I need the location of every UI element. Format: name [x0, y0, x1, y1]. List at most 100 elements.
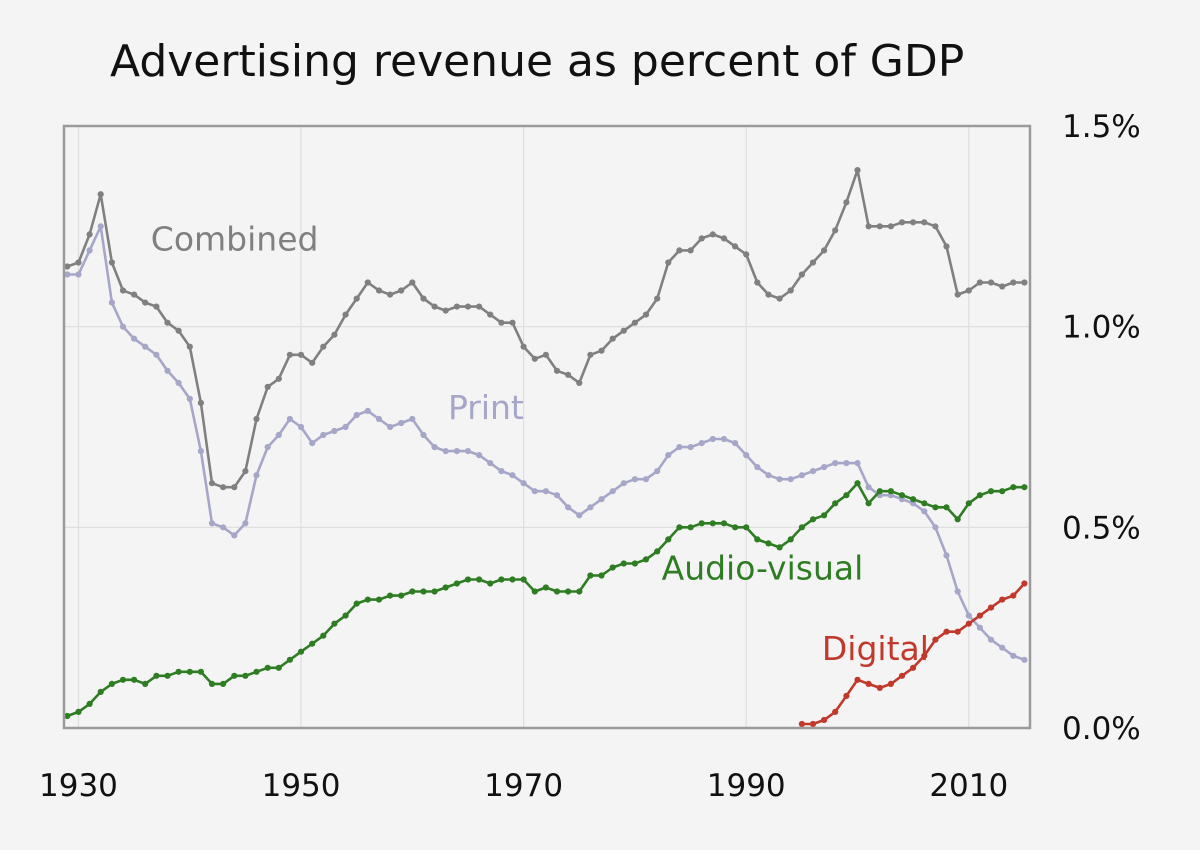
- data-point-print: [932, 524, 939, 531]
- data-point-audio-visual: [954, 516, 961, 523]
- data-point-audio-visual: [798, 524, 806, 531]
- data-point-combined: [297, 351, 305, 358]
- data-point-audio-visual: [698, 520, 705, 527]
- data-point-combined: [587, 351, 594, 358]
- data-point-print: [442, 448, 449, 455]
- data-point-print: [587, 504, 594, 511]
- data-point-print: [409, 415, 416, 423]
- data-point-print: [86, 247, 93, 254]
- data-point-audio-visual: [832, 500, 839, 507]
- data-point-print: [843, 460, 850, 467]
- data-point-combined: [999, 283, 1006, 290]
- data-point-digital: [876, 684, 883, 692]
- data-point-audio-visual: [987, 488, 995, 495]
- data-point-digital: [921, 652, 928, 659]
- data-point-combined: [453, 303, 460, 310]
- data-point-combined: [75, 259, 82, 266]
- data-point-combined: [954, 291, 961, 298]
- data-point-print: [821, 464, 828, 471]
- data-point-audio-visual: [353, 600, 360, 607]
- data-point-audio-visual: [709, 520, 716, 527]
- data-point-print: [375, 415, 383, 423]
- data-point-combined: [676, 247, 683, 254]
- data-point-print: [553, 492, 561, 499]
- data-point-audio-visual: [865, 500, 872, 507]
- series-label-print: Print: [448, 388, 524, 427]
- data-point-print: [999, 644, 1006, 651]
- data-point-print: [687, 444, 694, 451]
- data-point-combined: [976, 279, 984, 286]
- data-point-print: [676, 444, 683, 451]
- data-point-audio-visual: [631, 560, 639, 567]
- data-point-audio-visual: [1021, 484, 1028, 491]
- data-point-print: [331, 427, 338, 435]
- data-point-print: [297, 423, 305, 431]
- data-point-audio-visual: [509, 576, 516, 583]
- data-point-print: [153, 351, 160, 358]
- data-point-print: [97, 223, 104, 230]
- data-point-combined: [286, 351, 293, 358]
- data-point-audio-visual: [264, 664, 271, 671]
- chart-title: Advertising revenue as percent of GDP: [110, 36, 964, 87]
- data-point-combined: [565, 371, 572, 378]
- data-point-print: [353, 411, 360, 419]
- data-point-combined: [665, 259, 672, 266]
- data-point-print: [743, 452, 750, 459]
- data-point-audio-visual: [787, 536, 794, 543]
- data-point-digital: [809, 720, 817, 728]
- data-point-print: [119, 323, 127, 330]
- data-point-print: [220, 524, 227, 531]
- data-point-print: [976, 624, 984, 631]
- data-point-digital: [987, 604, 995, 611]
- data-point-audio-visual: [921, 500, 928, 507]
- data-point-audio-visual: [175, 668, 182, 675]
- data-point-audio-visual: [943, 504, 950, 511]
- data-point-combined: [431, 303, 438, 310]
- data-point-audio-visual: [309, 640, 316, 647]
- data-point-print: [798, 472, 806, 479]
- series-label-audio-visual: Audio-visual: [662, 549, 864, 588]
- data-point-audio-visual: [999, 488, 1006, 495]
- data-point-digital: [932, 636, 939, 643]
- data-point-audio-visual: [976, 492, 984, 499]
- data-point-print: [142, 343, 149, 350]
- data-point-audio-visual: [64, 712, 71, 720]
- data-point-combined: [732, 243, 739, 250]
- data-point-combined: [375, 287, 383, 294]
- data-point-combined: [108, 259, 115, 266]
- data-point-combined: [965, 287, 972, 294]
- data-point-digital: [832, 708, 839, 716]
- data-point-print: [64, 271, 71, 278]
- data-point-combined: [309, 359, 316, 366]
- data-point-audio-visual: [208, 680, 216, 688]
- data-point-print: [398, 419, 405, 427]
- x-axis-ticks: 1930 1950 1970 1990 2010: [39, 768, 1008, 804]
- data-point-print: [654, 468, 661, 475]
- data-point-print: [965, 612, 972, 619]
- data-point-combined: [164, 319, 171, 326]
- data-point-print: [787, 476, 794, 483]
- series-line-combined: [66, 168, 1026, 489]
- data-point-print: [453, 448, 460, 455]
- plot-area-frame: [62, 124, 1032, 730]
- data-point-audio-visual: [520, 576, 527, 583]
- data-point-digital: [954, 628, 961, 635]
- data-point-audio-visual: [932, 504, 939, 511]
- data-point-combined: [865, 223, 872, 230]
- data-point-audio-visual: [821, 512, 828, 519]
- data-point-combined: [809, 259, 817, 266]
- data-point-audio-visual: [910, 496, 917, 503]
- data-point-audio-visual: [665, 536, 672, 543]
- series-layer: [64, 167, 1028, 728]
- data-point-combined: [197, 399, 204, 406]
- data-point-print: [498, 468, 505, 475]
- data-point-combined: [220, 484, 227, 491]
- data-point-print: [609, 488, 616, 495]
- data-point-combined: [743, 251, 750, 258]
- data-point-combined: [531, 355, 538, 362]
- data-point-combined: [843, 199, 850, 206]
- data-point-audio-visual: [687, 524, 694, 531]
- data-point-audio-visual: [598, 572, 605, 579]
- y-axis-ticks: 0.0% 0.5% 1.0% 1.5%: [1062, 109, 1141, 747]
